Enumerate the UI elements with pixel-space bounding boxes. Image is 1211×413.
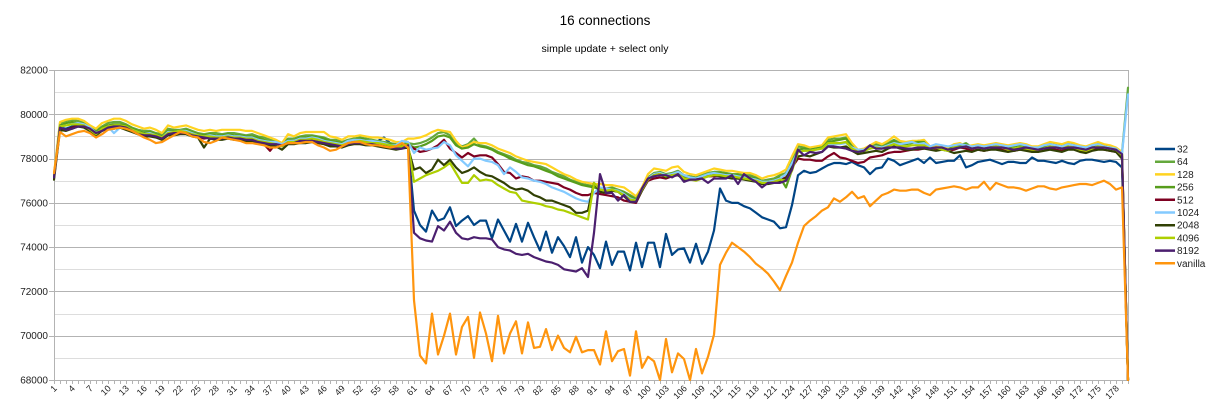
- legend-item-32: 32: [1155, 145, 1189, 156]
- legend-label: 32: [1177, 145, 1189, 156]
- legend-label: 8192: [1177, 246, 1200, 257]
- legend-item-128: 128: [1155, 170, 1194, 181]
- x-tick-label: 1: [48, 383, 59, 394]
- legend-item-8192: 8192: [1155, 246, 1200, 257]
- chart-title: 16 connections: [560, 13, 651, 28]
- legend-label: vanilla: [1177, 259, 1206, 270]
- legend-item-2048: 2048: [1155, 221, 1200, 232]
- y-axis-tick-labels: 68000 70000 72000 74000 76000 78000 80000 82000: [20, 66, 48, 387]
- y-tick-label: 82000: [20, 66, 48, 77]
- y-tick-label: 80000: [20, 110, 48, 121]
- legend-label: 256: [1177, 183, 1194, 194]
- legend-item-4096: 4096: [1155, 233, 1200, 244]
- y-tick-label: 76000: [20, 198, 48, 209]
- series-line-8192: [53, 125, 1130, 381]
- legend-label: 2048: [1177, 221, 1200, 232]
- legend-item-1024: 1024: [1155, 208, 1200, 219]
- series-line-vanilla: [53, 126, 1130, 381]
- y-tick-label: 74000: [20, 243, 48, 254]
- legend-item-512: 512: [1155, 195, 1194, 206]
- axes: [49, 70, 1129, 384]
- y-tick-label: 70000: [20, 331, 48, 342]
- legend-label: 1024: [1177, 208, 1200, 219]
- x-tick-label: 7: [84, 383, 95, 394]
- legend-label: 512: [1177, 195, 1194, 206]
- series-lines: [53, 86, 1130, 381]
- y-tick-label: 68000: [20, 376, 48, 387]
- y-tick-label: 72000: [20, 287, 48, 298]
- legend-item-256: 256: [1155, 183, 1194, 194]
- legend-label: 128: [1177, 170, 1194, 181]
- x-tick-label: 4: [66, 383, 77, 394]
- y-tick-label: 78000: [20, 154, 48, 165]
- legend-label: 4096: [1177, 233, 1200, 244]
- legend-item-vanilla: vanilla: [1155, 259, 1206, 270]
- legend-label: 64: [1177, 157, 1189, 168]
- legend-item-64: 64: [1155, 157, 1189, 168]
- chart-subtitle: simple update + select only: [542, 43, 670, 55]
